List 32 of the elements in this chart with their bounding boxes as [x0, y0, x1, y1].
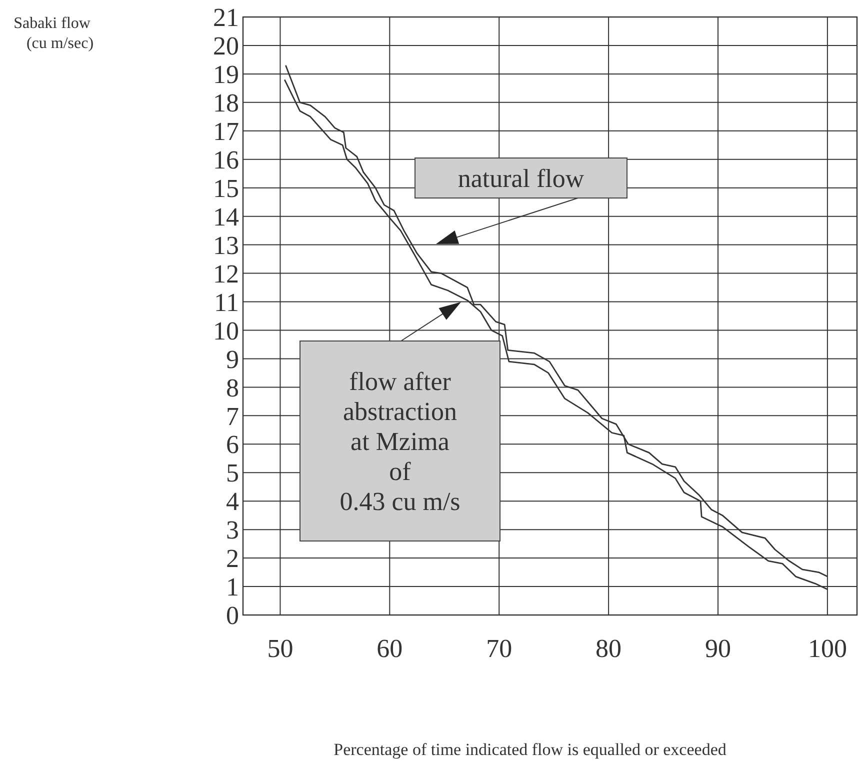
y-tick-label: 9 [226, 344, 239, 374]
y-tick-label: 5 [226, 458, 239, 488]
y-tick-label: 16 [213, 145, 239, 174]
y-tick-label: 18 [213, 88, 239, 118]
x-tick-label: 70 [486, 634, 512, 663]
y-tick-label: 7 [226, 402, 239, 431]
y-tick-label: 6 [226, 430, 239, 460]
y-tick-label: 10 [213, 316, 239, 346]
x-axis-title: Percentage of time indicated flow is equalled or exceeded [334, 740, 727, 759]
annotation: flow after abstraction at Mzima of 0.43 cu m/s [340, 367, 460, 516]
x-tick-label: 80 [596, 634, 622, 663]
x-tick-label: 100 [808, 634, 847, 663]
y-tick-label: 14 [213, 202, 239, 232]
y-tick-label: 21 [213, 3, 239, 32]
y-tick-label: 13 [213, 230, 239, 260]
y-tick-label: 8 [226, 373, 239, 402]
y-tick-label: 3 [226, 516, 239, 545]
y-tick-label: 20 [213, 32, 239, 61]
annotation: natural flow [458, 164, 584, 194]
y-tick-label: 1 [226, 572, 239, 602]
y-tick-label: 17 [213, 117, 239, 146]
x-tick-label: 60 [376, 634, 403, 663]
y-tick-label: 19 [213, 60, 239, 90]
y-tick-label: 0 [226, 601, 239, 630]
x-tick-label: 90 [705, 634, 731, 663]
y-tick-label: 4 [226, 487, 239, 516]
y-tick-label: 15 [213, 174, 239, 203]
text: Sabaki flow (cu m/sec) [14, 15, 94, 52]
y-tick-label: 2 [226, 544, 239, 574]
y-tick-label: 11 [214, 288, 239, 317]
y-tick-label: 12 [213, 259, 239, 288]
x-tick-label: 50 [267, 634, 294, 663]
